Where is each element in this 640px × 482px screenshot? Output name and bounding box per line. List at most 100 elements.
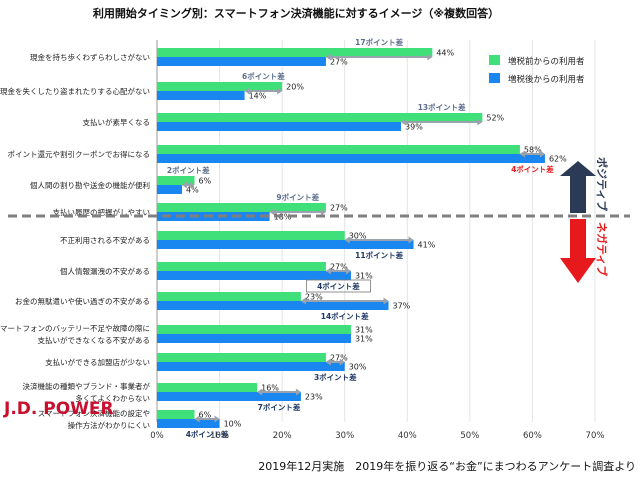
- category-label: 個人間の割り勘や送金の機能が便利: [30, 180, 150, 190]
- bars: 44%20%52%58%6%27%30%27%23%31%27%16%6%27%…: [157, 48, 567, 429]
- value-label: 30%: [349, 363, 367, 372]
- difference-arrowhead: [325, 267, 331, 275]
- bar-after: [157, 392, 301, 401]
- difference-arrowhead: [189, 181, 195, 189]
- difference-arrowhead: [325, 53, 331, 61]
- value-label: 27%: [330, 204, 348, 213]
- x-tick-label: 20%: [273, 431, 292, 441]
- legend-swatch-before: [489, 55, 500, 65]
- difference-arrowhead: [539, 150, 545, 158]
- difference-arrowhead: [214, 415, 220, 423]
- category-label: 決済機能の種類やブランド・事業者が: [23, 381, 151, 391]
- bar-before: [157, 383, 258, 392]
- category-label: お金の無駄遣いや使い過ぎの不安がある: [15, 296, 150, 306]
- bar-after: [157, 419, 220, 428]
- difference-label: 17ポイント差: [355, 37, 403, 47]
- difference-arrowhead: [325, 358, 331, 366]
- difference-arrowhead: [277, 87, 283, 95]
- difference-label-box: [306, 279, 371, 293]
- bar-before: [157, 82, 283, 91]
- difference-arrowhead: [320, 208, 326, 216]
- positive-label: ポジティブ: [595, 157, 609, 211]
- bar-before: [157, 145, 520, 154]
- x-tick-label: 70%: [586, 431, 605, 441]
- difference-arrowhead: [257, 388, 263, 396]
- difference-label: 11ポイント差: [355, 250, 403, 260]
- bar-after: [157, 154, 545, 163]
- difference-arrowhead: [383, 297, 389, 305]
- x-tick-label: 40%: [398, 431, 417, 441]
- value-label: 52%: [486, 114, 504, 123]
- value-label: 4%: [186, 186, 199, 195]
- x-tick-label: 60%: [523, 431, 542, 441]
- category-labels: 現金を持ち歩くわずらわしさがない現金を失くしたり盗まれたりする心配がない支払いが…: [0, 52, 150, 430]
- difference-arrowhead: [401, 118, 407, 126]
- bar-before: [157, 203, 326, 212]
- value-label: 14%: [249, 92, 267, 101]
- bar-after: [157, 334, 351, 343]
- difference-label: 6ポイント差: [242, 71, 285, 81]
- difference-arrowhead: [295, 388, 301, 396]
- value-label: 39%: [405, 123, 423, 132]
- x-axis-ticks: 0% 10% 20% 30% 40% 50% 60% 70%: [150, 431, 604, 441]
- category-label: 支払いができる加盟店が少ない: [45, 357, 150, 367]
- difference-arrowhead: [194, 415, 200, 423]
- category-label: 現金を失くしたり盗まれたりする心配がない: [0, 86, 150, 96]
- value-label: 44%: [436, 49, 454, 58]
- bar-after: [157, 212, 270, 221]
- bar-before: [157, 176, 195, 185]
- difference-arrowhead: [344, 236, 350, 244]
- bar-before: [157, 325, 351, 334]
- difference-arrowhead: [300, 297, 306, 305]
- value-label: 6%: [199, 411, 212, 420]
- bar-after: [157, 57, 326, 66]
- bar-after: [157, 301, 389, 310]
- positive-arrow: [560, 161, 596, 213]
- value-label: 31%: [355, 326, 373, 335]
- difference-label: 14ポイント差: [321, 311, 369, 321]
- bar-after: [157, 185, 183, 194]
- value-label: 31%: [355, 272, 373, 281]
- bar-before: [157, 48, 433, 57]
- bar-before: [157, 292, 301, 301]
- category-label: 多くてよくわからない: [75, 393, 150, 403]
- difference-label: 9ポイント差: [276, 192, 319, 202]
- category-label: 支払いが素早くなる: [83, 117, 151, 127]
- value-label: 16%: [261, 384, 279, 393]
- legend: 増税前からの利用者 増税後からの利用者: [489, 55, 585, 85]
- difference-arrowhead: [519, 150, 525, 158]
- bar-before: [157, 231, 345, 240]
- difference-label: 4ポイント差: [186, 429, 229, 439]
- value-label: 62%: [549, 155, 567, 164]
- x-tick-label: 0%: [150, 431, 164, 441]
- footnote: 2019年12月実施 2019年を振り返る“お金”にまつわるアンケート調査より: [258, 459, 636, 473]
- bar-before: [157, 410, 195, 419]
- bar-after: [157, 122, 402, 131]
- category-label: 個人情報漏洩の不安がある: [60, 266, 150, 276]
- value-label: 20%: [286, 83, 304, 92]
- difference-label: 2ポイント差: [167, 165, 210, 175]
- x-tick-label: 30%: [335, 431, 354, 441]
- bar-after: [157, 240, 414, 249]
- difference-label: 3ポイント差: [314, 372, 357, 382]
- value-label: 6%: [199, 177, 212, 186]
- category-label: 不正利用される不安がある: [60, 235, 150, 245]
- difference-label: 7ポイント差: [258, 402, 301, 412]
- value-label: 27%: [330, 354, 348, 363]
- brand-logo: J.D. POWER: [3, 399, 114, 419]
- bar-after: [157, 362, 345, 371]
- difference-arrowhead: [427, 53, 433, 61]
- x-tick-label: 10%: [210, 431, 229, 441]
- difference-label: 4ポイント差: [511, 164, 554, 174]
- category-label: 現金を持ち歩くわずらわしさがない: [30, 52, 150, 62]
- category-label: 操作方法がわかりにくい: [68, 420, 150, 430]
- category-label: スマートフォン決済機能の設定や: [38, 408, 150, 418]
- bar-after: [157, 91, 245, 100]
- difference-arrowhead: [339, 358, 345, 366]
- value-label: 23%: [305, 293, 323, 302]
- difference-label: 13ポイント差: [418, 102, 466, 112]
- difference-arrowhead: [269, 208, 275, 216]
- value-label: 10%: [224, 420, 242, 429]
- bar-after: [157, 271, 351, 280]
